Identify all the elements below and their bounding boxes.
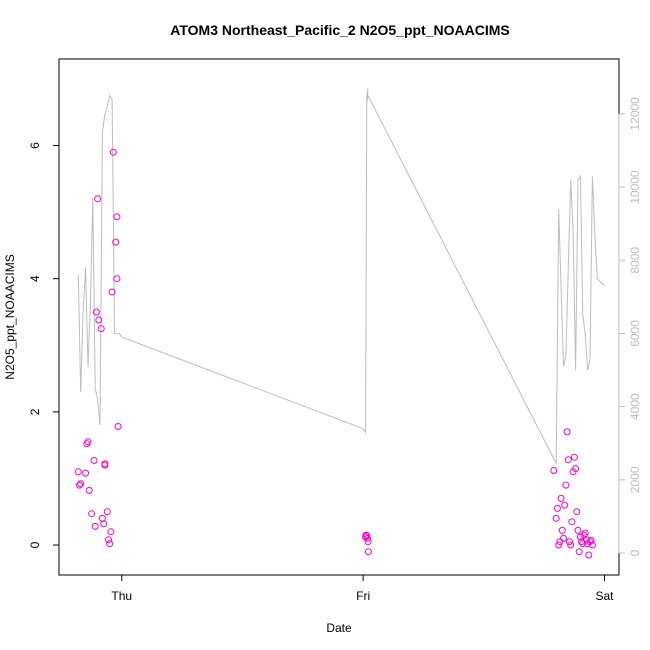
data-point — [567, 541, 575, 549]
x-axis-label: Date — [326, 621, 352, 635]
data-point — [84, 438, 92, 446]
data-point — [364, 538, 372, 546]
data-point — [550, 467, 558, 474]
data-point — [101, 461, 109, 469]
y-tick-label: 2 — [28, 408, 42, 415]
data-point — [562, 481, 570, 489]
data-point — [364, 548, 372, 556]
data-point — [91, 522, 99, 530]
data-point — [570, 453, 578, 461]
data-point — [575, 548, 583, 556]
data-point — [76, 481, 83, 489]
y2-tick-label: 10000 — [628, 170, 642, 204]
data-point — [105, 536, 112, 544]
data-point — [107, 528, 115, 536]
y-tick-label: 0 — [28, 541, 42, 548]
data-point — [579, 540, 587, 548]
data-point — [92, 308, 100, 316]
data-point — [88, 510, 96, 518]
data-point — [106, 540, 114, 548]
data-point — [97, 325, 105, 333]
plot-area — [74, 88, 605, 559]
data-point — [566, 538, 573, 546]
y-axis-label: N2O5_ppt_NOAACIMS — [3, 254, 17, 379]
data-point — [114, 423, 122, 430]
y-axis-left: 0 2 4 6 — [28, 142, 60, 548]
y-axis-right: 0 2000 4000 6000 8000 10000 12000 — [618, 97, 642, 556]
data-point — [113, 213, 121, 221]
y2-tick-label: 6000 — [628, 320, 642, 347]
data-point — [364, 534, 371, 542]
altitude-line — [77, 88, 605, 464]
data-point — [581, 529, 589, 537]
data-point — [564, 456, 572, 464]
data-point — [103, 508, 111, 516]
data-point — [362, 531, 370, 539]
data-point — [100, 520, 108, 528]
y2-tick-label: 12000 — [628, 97, 642, 131]
data-point — [588, 541, 596, 549]
data-point — [587, 536, 595, 544]
x-tick-label: Sat — [596, 589, 615, 603]
y-tick-label: 4 — [28, 275, 42, 282]
plot-frame — [58, 58, 620, 576]
data-point — [585, 551, 593, 559]
data-point — [560, 534, 567, 542]
data-point — [572, 465, 580, 472]
x-tick-label: Fri — [356, 589, 370, 603]
data-point — [561, 501, 569, 509]
data-point — [74, 468, 82, 476]
data-point — [85, 486, 93, 494]
data-point — [95, 316, 103, 324]
data-point — [77, 480, 85, 488]
data-point — [553, 504, 561, 512]
y2-tick-label: 8000 — [628, 247, 642, 274]
data-point — [576, 533, 584, 541]
data-point — [108, 288, 116, 296]
data-point — [552, 514, 560, 522]
data-point — [558, 526, 566, 534]
data-point — [82, 469, 90, 477]
y2-tick-label: 4000 — [628, 393, 642, 420]
data-point — [112, 238, 120, 246]
x-tick-label: Thu — [111, 589, 132, 603]
data-point — [90, 457, 98, 464]
y2-tick-label: 2000 — [628, 466, 642, 493]
data-point — [574, 526, 582, 534]
data-point — [113, 275, 121, 283]
data-point — [563, 428, 571, 436]
y-tick-label: 6 — [28, 142, 42, 149]
data-point — [557, 494, 565, 502]
data-point — [573, 508, 581, 516]
y2-tick-label: 0 — [628, 549, 642, 556]
data-point — [109, 148, 117, 156]
data-point — [582, 536, 590, 544]
data-point — [568, 518, 576, 526]
data-point — [94, 195, 102, 203]
data-point — [555, 541, 563, 549]
x-axis: Thu Fri Sat — [111, 574, 615, 603]
chart-title: ATOM3 Northeast_Pacific_2 N2O5_ppt_NOAAC… — [170, 22, 509, 38]
